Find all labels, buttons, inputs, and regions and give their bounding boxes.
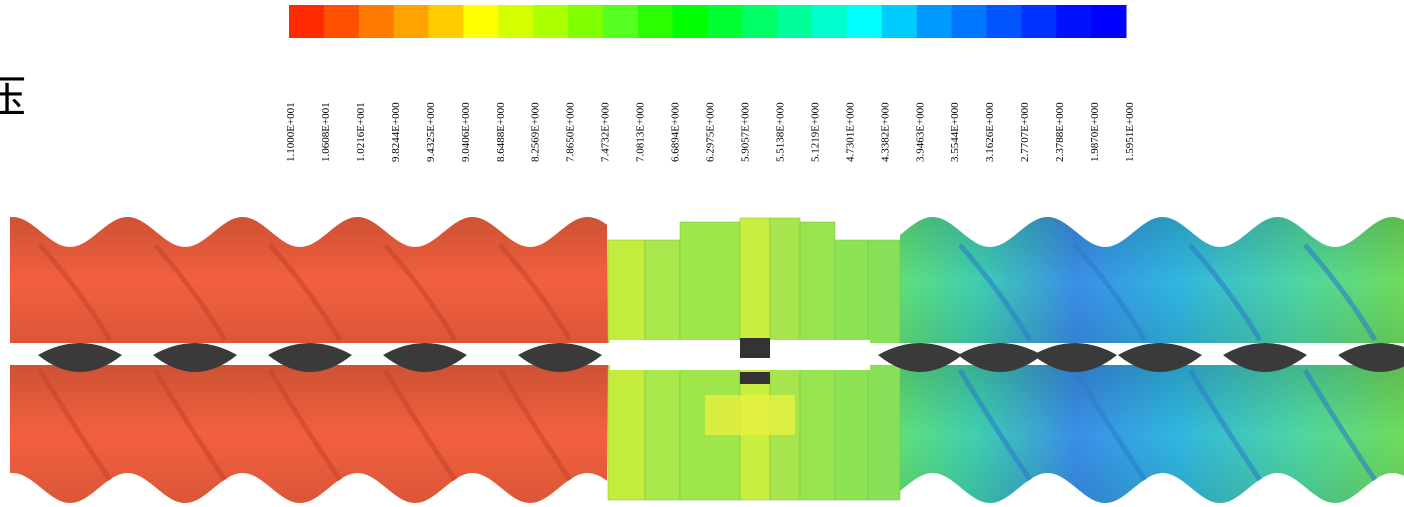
screw-shade: [900, 217, 1404, 345]
screw-shade: [900, 365, 1404, 503]
hot-spot: [705, 395, 795, 435]
legend-label: 8.2569E+000: [530, 102, 542, 162]
legend-label: 9.0406E+000: [460, 102, 472, 162]
legend-label: 6.6894E+000: [670, 102, 682, 162]
side-label: 压: [0, 72, 26, 123]
legend-swatch: [429, 5, 464, 38]
legend-swatch: [882, 5, 917, 38]
legend-swatch: [708, 5, 743, 38]
legend-swatch: [324, 5, 359, 38]
legend-label: 2.7707E+000: [1019, 102, 1031, 162]
shaft-block: [740, 372, 770, 384]
legend-label: 3.9463E+000: [914, 102, 926, 162]
legend-label: 1.0608E+001: [320, 102, 332, 162]
color-legend: 1.1000E+001 1.0608E+001 1.0216E+001 9.8244E…: [285, 5, 1136, 162]
legend-label: 5.5138E+000: [774, 102, 786, 162]
legend-label: 5.1219E+000: [809, 102, 821, 162]
legend-label: 7.8650E+000: [565, 102, 577, 162]
legend-swatch: [463, 5, 498, 38]
screw-model: [0, 217, 1404, 503]
legend-label: 7.0813E+000: [635, 102, 647, 162]
legend-label: 1.5951E+000: [1124, 102, 1136, 162]
legend-swatch: [289, 5, 324, 38]
legend-swatch: [917, 5, 952, 38]
legend-swatch: [777, 5, 812, 38]
legend-swatch: [1056, 5, 1091, 38]
legend-swatch: [812, 5, 847, 38]
screenshot: 1.1000E+001 1.0608E+001 1.0216E+001 9.8244E…: [0, 0, 1404, 507]
legend-swatch: [952, 5, 987, 38]
legend-label: 1.9870E+000: [1089, 102, 1101, 162]
legend-label: 6.2975E+000: [705, 102, 717, 162]
legend-swatch: [673, 5, 708, 38]
legend-label: 3.1626E+000: [984, 102, 996, 162]
legend-label: 1.1000E+001: [285, 102, 297, 162]
legend-label: 4.7301E+000: [844, 102, 856, 162]
legend-label: 4.3382E+000: [879, 102, 891, 162]
legend-swatch: [603, 5, 638, 38]
legend-swatch: [987, 5, 1022, 38]
legend-swatch: [568, 5, 603, 38]
legend-swatch: [359, 5, 394, 38]
legend-swatch: [394, 5, 429, 38]
legend-label: 9.8244E+000: [390, 102, 402, 162]
legend-swatch: [1021, 5, 1056, 38]
legend-label: 1.0216E+001: [355, 102, 367, 162]
kneading-block: [868, 240, 900, 500]
legend-label: 9.4325E+000: [425, 102, 437, 162]
legend-label: 8.6488E+000: [495, 102, 507, 162]
legend-label: 3.5544E+000: [949, 102, 961, 162]
legend-swatch: [498, 5, 533, 38]
legend-swatch: [533, 5, 568, 38]
legend-label: 7.4732E+000: [600, 102, 612, 162]
legend-label: 5.9057E+000: [739, 102, 751, 162]
shaft-block: [740, 338, 770, 358]
legend-label: 2.3788E+000: [1054, 102, 1066, 162]
legend-swatch: [742, 5, 777, 38]
legend-swatch: [1091, 5, 1126, 38]
legend-swatch: [847, 5, 882, 38]
legend-swatch: [638, 5, 673, 38]
